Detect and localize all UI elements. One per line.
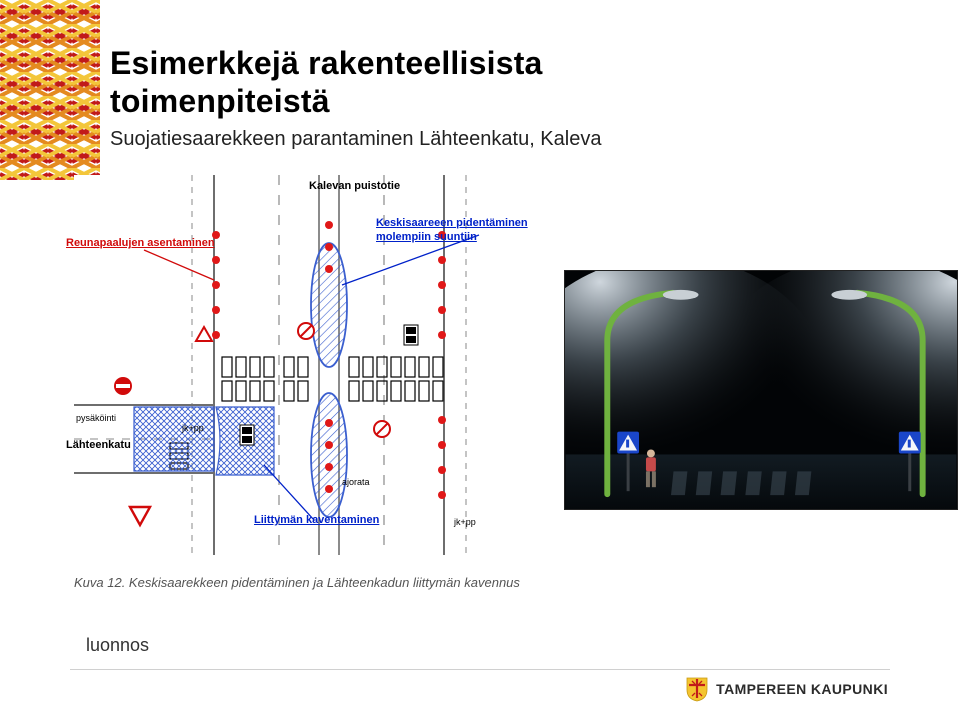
small-parking-label: pysäköinti <box>76 413 116 423</box>
small-ajorata-label: ajorata <box>342 477 370 487</box>
footer-org-name: TAMPEREEN KAUPUNKI <box>716 681 888 697</box>
footer-rule <box>70 669 890 670</box>
figure-area: Kalevan puistotie Reunapaalujen asentami… <box>74 175 894 630</box>
figure-caption: Kuva 12. Keskisaarekkeen pidentäminen ja… <box>74 575 520 590</box>
slide-subtitle: Suojatiesaarekkeen parantaminen Lähteenk… <box>110 128 601 151</box>
decorative-pattern <box>0 0 100 180</box>
annotation-red: Reunapaalujen asentaminen <box>66 237 215 249</box>
draft-label: luonnos <box>86 635 149 656</box>
street-top-label: Kalevan puistotie <box>309 180 400 192</box>
night-render <box>564 270 958 510</box>
footer-logo: TAMPEREEN KAUPUNKI <box>686 676 888 702</box>
annotation-bottom: Liittymän kaventaminen <box>254 514 379 526</box>
annotation-blue-line1: Keskisaareeen pidentäminen <box>376 217 528 229</box>
small-jkpp1-label: jk+pp <box>182 423 204 433</box>
annotation-blue-line2: molempiin suuntiin <box>376 231 477 243</box>
small-jkpp2-label: jk+pp <box>454 517 476 527</box>
slide-title-line2: toimenpiteistä <box>110 83 330 119</box>
shield-icon <box>686 676 708 702</box>
slide-title: Esimerkkejä rakenteellisista toimenpitei… <box>110 44 543 121</box>
street-left-label: Lähteenkatu <box>66 439 131 451</box>
plan-drawing: Kalevan puistotie Reunapaalujen asentami… <box>74 175 544 555</box>
slide-title-line1: Esimerkkejä rakenteellisista <box>110 45 543 81</box>
